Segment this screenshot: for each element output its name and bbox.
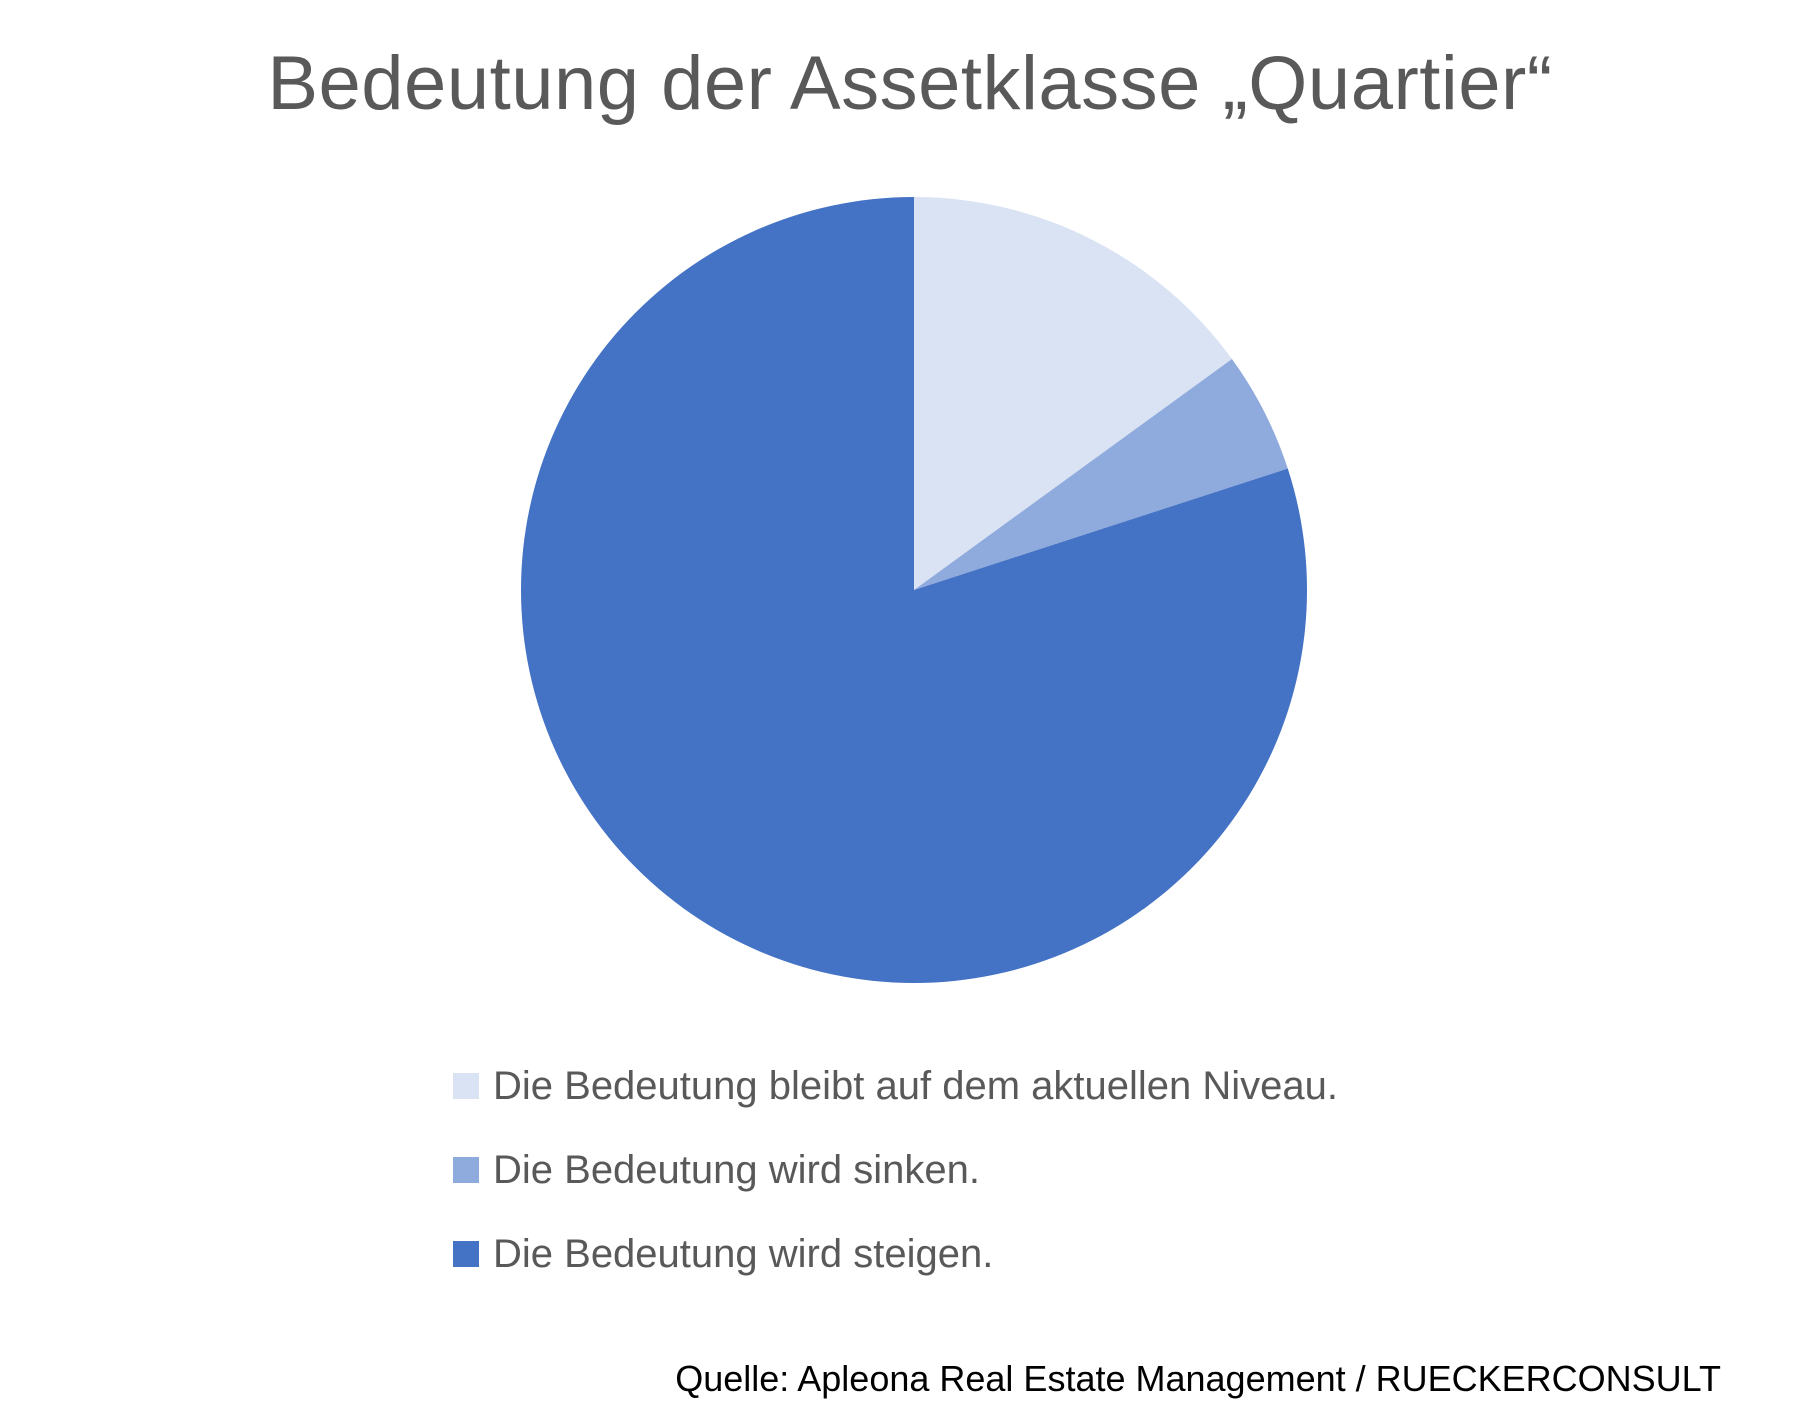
pie-slice[interactable]: [914, 197, 1232, 590]
legend-item[interactable]: Die Bedeutung wird steigen.: [453, 1212, 1338, 1296]
pie-slice[interactable]: [914, 359, 1288, 590]
legend-item[interactable]: Die Bedeutung wird sinken.: [453, 1128, 1338, 1212]
legend: Die Bedeutung bleibt auf dem aktuellen N…: [453, 1044, 1338, 1296]
legend-label: Die Bedeutung wird steigen.: [493, 1231, 994, 1276]
legend-swatch: [453, 1241, 479, 1267]
legend-swatch: [453, 1157, 479, 1183]
pie-slices: [521, 197, 1308, 983]
legend-label: Die Bedeutung bleibt auf dem aktuellen N…: [493, 1063, 1338, 1108]
source-note: Quelle: Apleona Real Estate Management /…: [675, 1358, 1721, 1399]
legend-label: Die Bedeutung wird sinken.: [493, 1147, 980, 1192]
chart-title: Bedeutung der Assetklasse „Quartier“: [267, 41, 1553, 126]
pie-slice[interactable]: [521, 197, 1308, 983]
legend-item[interactable]: Die Bedeutung bleibt auf dem aktuellen N…: [453, 1044, 1338, 1128]
legend-swatch: [453, 1073, 479, 1099]
